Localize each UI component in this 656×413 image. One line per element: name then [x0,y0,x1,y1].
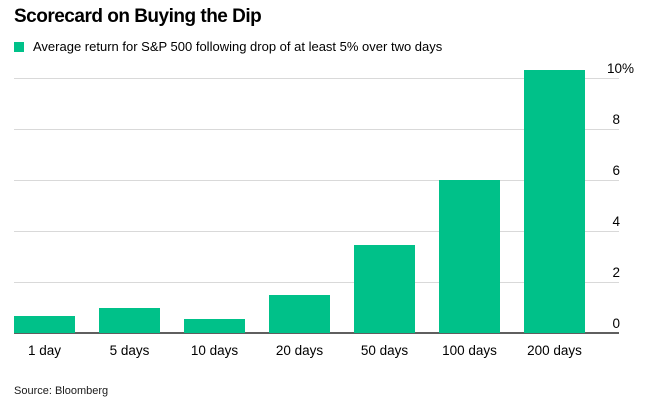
x-label-10-days: 10 days [190,343,239,358]
legend: Average return for S&P 500 following dro… [14,39,442,54]
gridline-6 [14,180,619,181]
y-tick-label-6: 6 [612,163,620,178]
source-note: Source: Bloomberg [14,385,109,397]
legend-swatch-icon [14,41,24,52]
bar-1-day [14,316,75,333]
bar-50-days [354,244,415,333]
gridline-4 [14,231,619,232]
gridline-2 [14,282,619,283]
y-tick-label-4: 4 [612,214,620,229]
bar-200-days [524,70,585,333]
y-tick-label-2: 2 [612,265,620,280]
bar-100-days [439,179,500,333]
legend-label: Average return for S&P 500 following dro… [33,39,443,54]
x-label-200-days: 200 days [527,343,582,358]
x-label-1-day: 1 day [27,343,62,358]
bar-10-days [184,319,245,333]
x-label-5-days: 5 days [109,343,150,358]
page-title: Scorecard on Buying the Dip [14,6,262,27]
x-label-100-days: 100 days [442,343,497,358]
x-label-20-days: 20 days [275,343,324,358]
gridline-10 [14,78,619,79]
y-tick-label-0: 0 [612,316,620,331]
x-axis-line [14,332,619,334]
gridline-8 [14,129,619,130]
y-tick-label-10: 10% [606,61,634,76]
bar-5-days [99,307,160,333]
bar-20-days [269,294,330,333]
x-label-50-days: 50 days [360,343,409,358]
y-tick-label-8: 8 [612,112,620,127]
